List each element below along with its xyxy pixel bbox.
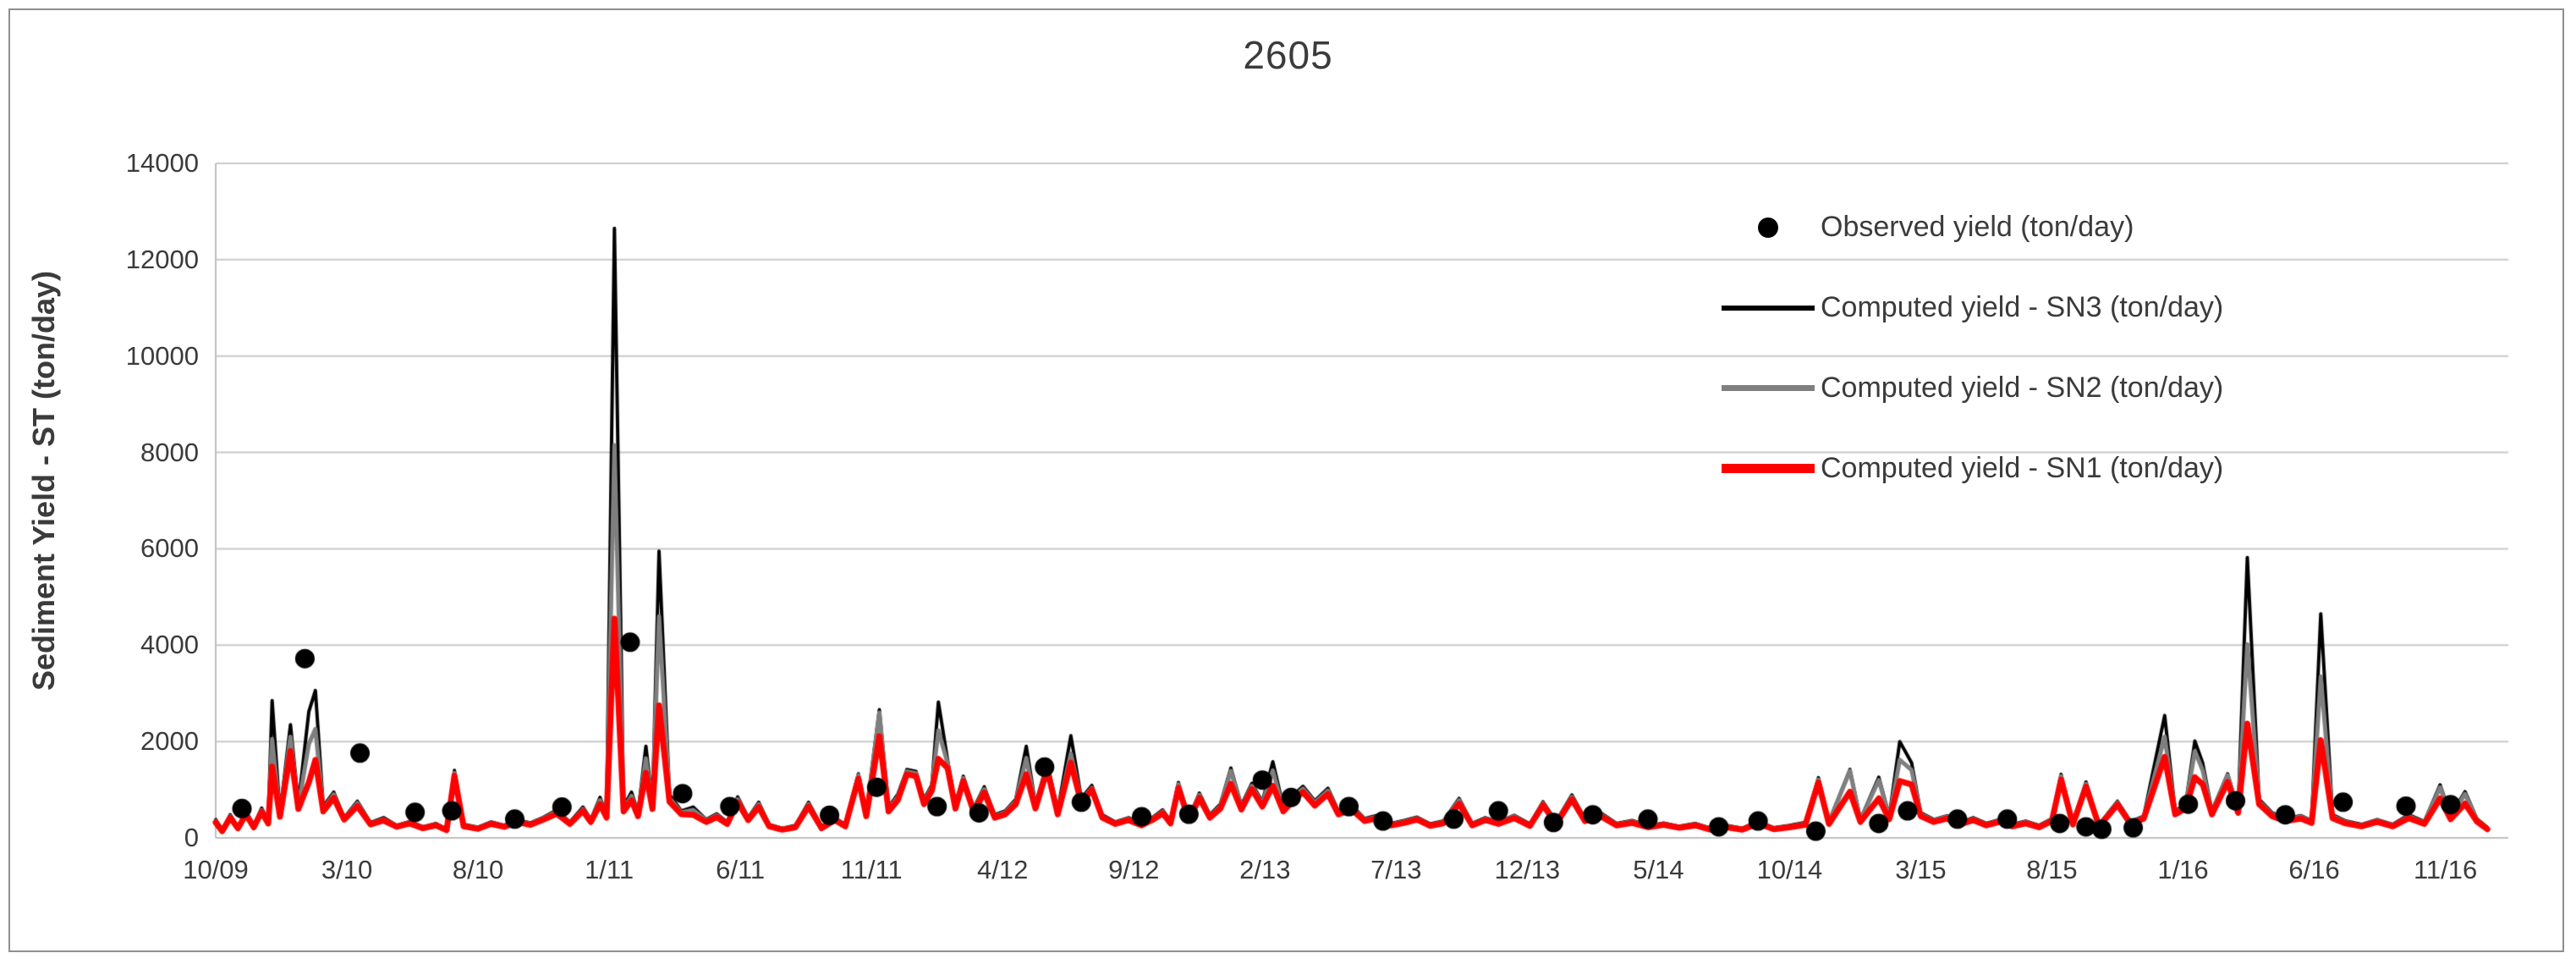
figure-border (8, 8, 2564, 952)
y-tick-label: 8000 (140, 437, 199, 467)
x-tick-label: 3/10 (321, 855, 373, 884)
x-tick-label: 9/12 (1108, 855, 1160, 884)
legend-item-label: Computed yield - SN2 (ton/day) (1821, 372, 2224, 404)
x-tick-label: 8/15 (2026, 855, 2078, 884)
legend-item-label: Observed yield (ton/day) (1821, 211, 2134, 243)
legend: Observed yield (ton/day) Computed yield … (1719, 187, 2223, 509)
x-tick-label: 5/14 (1633, 855, 1684, 884)
x-tick-label: 11/11 (840, 855, 903, 884)
legend-item-sn3: Computed yield - SN3 (ton/day) (1719, 267, 2223, 348)
x-tick-label: 11/16 (2413, 855, 2478, 884)
x-tick-label: 10/14 (1756, 855, 1823, 884)
y-tick-label: 0 (184, 823, 199, 852)
x-tick-label: 12/13 (1494, 855, 1561, 884)
legend-sn1-line-icon (1719, 464, 1817, 473)
x-tick-label: 1/16 (2157, 855, 2209, 884)
y-tick-label: 10000 (125, 340, 199, 371)
y-tick-label: 12000 (125, 244, 199, 274)
legend-observed-dot-icon (1719, 217, 1817, 238)
y-tick-label: 4000 (140, 630, 199, 660)
legend-item-label: Computed yield - SN3 (ton/day) (1821, 291, 2224, 323)
legend-item-label: Computed yield - SN1 (ton/day) (1821, 452, 2224, 484)
x-tick-label: 6/16 (2288, 855, 2340, 884)
x-tick-label: 7/13 (1370, 855, 1422, 884)
x-tick-label: 10/09 (183, 855, 249, 884)
x-tick-label: 3/15 (1895, 855, 1947, 884)
x-tick-label: 6/11 (716, 855, 766, 884)
y-tick-label: 2000 (140, 726, 199, 757)
x-tick-label: 2/13 (1239, 855, 1291, 884)
legend-item-observed: Observed yield (ton/day) (1719, 187, 2223, 267)
legend-sn3-line-icon (1719, 305, 1817, 311)
y-tick-label: 14000 (125, 148, 199, 178)
legend-item-sn1: Computed yield - SN1 (ton/day) (1719, 428, 2223, 509)
x-tick-label: 1/11 (585, 855, 634, 884)
y-tick-label: 6000 (140, 533, 199, 564)
x-tick-label: 8/10 (452, 855, 504, 884)
x-tick-label: 4/12 (977, 855, 1029, 884)
legend-sn2-line-icon (1719, 385, 1817, 391)
legend-item-sn2: Computed yield - SN2 (ton/day) (1719, 348, 2223, 428)
chart-title: 2605 (1243, 33, 1333, 77)
